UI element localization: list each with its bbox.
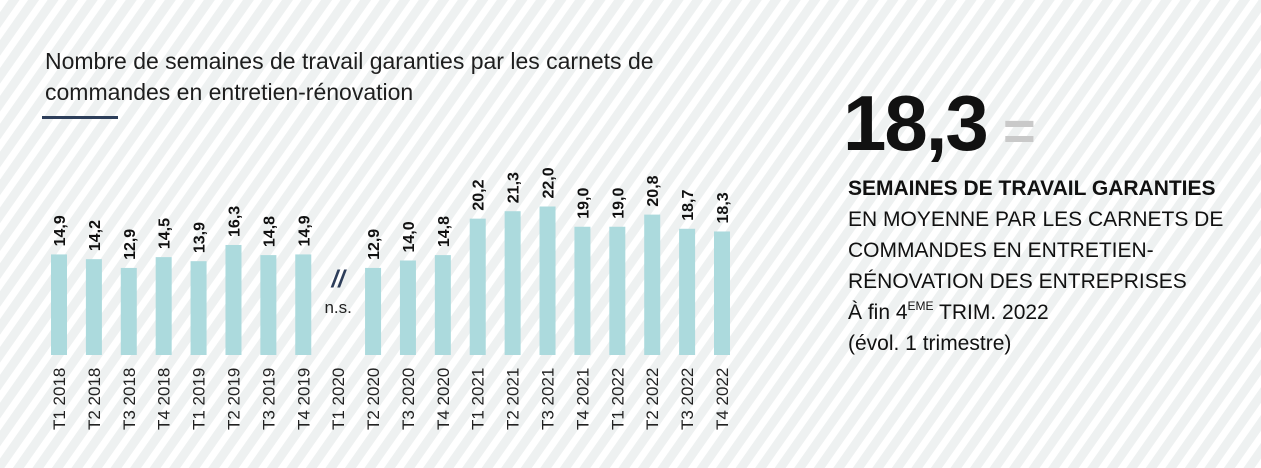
bar <box>574 226 591 355</box>
x-tick-label: T4 2022 <box>713 368 732 430</box>
kpi-date-sup: EME <box>907 299 934 313</box>
value-label: 14,9 <box>296 215 313 246</box>
title-rule <box>42 116 118 119</box>
value-label: 19,0 <box>610 188 627 219</box>
x-tick-label: T3 2019 <box>259 368 278 430</box>
value-label: 21,3 <box>506 172 523 203</box>
bar <box>644 214 661 355</box>
bar <box>120 267 137 355</box>
x-tick-label: T1 2018 <box>50 368 69 430</box>
annotation-text: n.s. <box>324 298 351 317</box>
x-tick-label: T3 2022 <box>678 368 697 430</box>
annotation-symbol: // <box>330 266 347 293</box>
value-label: 19,0 <box>575 188 592 219</box>
x-tick-label: T3 2018 <box>120 368 139 430</box>
bar <box>190 261 207 355</box>
value-label: 20,2 <box>471 179 488 210</box>
bar <box>225 244 242 355</box>
bar <box>51 254 67 355</box>
bar <box>260 255 277 355</box>
value-label: 13,9 <box>192 222 209 253</box>
value-label: 12,9 <box>122 229 139 260</box>
x-tick-label: T4 2019 <box>294 368 313 430</box>
kpi-desc: EN MOYENNE PAR LES CARNETS DE COMMANDES … <box>848 208 1224 293</box>
x-tick-label: T2 2021 <box>504 368 523 430</box>
x-tick-label: T2 2020 <box>364 368 383 430</box>
bar <box>365 267 382 355</box>
bar <box>469 218 486 355</box>
kpi-date: À fin 4 <box>848 301 908 324</box>
bar <box>609 226 626 355</box>
x-tick-label: T1 2022 <box>608 368 627 430</box>
kpi-value: 18,3 <box>843 79 989 167</box>
value-label: 18,3 <box>715 192 732 223</box>
chart-title: Nombre de semaines de travail garanties … <box>45 48 654 105</box>
value-label: 18,7 <box>680 190 697 221</box>
value-label: 20,8 <box>645 175 662 206</box>
bar <box>504 211 521 355</box>
x-tick-label: T1 2021 <box>469 368 488 430</box>
x-tick-label: T2 2018 <box>85 368 104 430</box>
x-tick-label: T2 2019 <box>224 368 243 430</box>
value-label: 16,3 <box>226 206 243 237</box>
bar <box>295 254 312 355</box>
bar <box>399 260 416 355</box>
bar <box>539 206 556 355</box>
kpi-trend: = <box>1003 99 1036 162</box>
kpi-bold: SEMAINES DE TRAVAIL GARANTIES <box>848 177 1216 200</box>
bar <box>155 257 172 355</box>
bar <box>679 228 696 355</box>
value-label: 14,9 <box>52 215 69 246</box>
x-tick-label: T4 2018 <box>155 368 174 430</box>
kpi-note: (évol. 1 trimestre) <box>848 332 1012 355</box>
kpi-text: SEMAINES DE TRAVAIL GARANTIES EN MOYENNE… <box>848 173 1240 359</box>
x-tick-label: T3 2021 <box>539 368 558 430</box>
value-label: 14,8 <box>261 216 278 247</box>
value-label: 22,0 <box>541 167 558 198</box>
value-label: 14,0 <box>401 221 418 252</box>
bar <box>85 259 102 355</box>
x-tick-label: T1 2020 <box>329 368 348 430</box>
bar <box>434 255 451 355</box>
x-tick-label: T4 2020 <box>434 368 453 430</box>
value-label: 14,2 <box>87 220 104 251</box>
x-tick-label: T1 2019 <box>190 368 209 430</box>
x-tick-label: T3 2020 <box>399 368 418 430</box>
x-tick-label: T4 2021 <box>573 368 592 430</box>
value-label: 14,8 <box>436 216 453 247</box>
x-tick-label: T2 2022 <box>643 368 662 430</box>
bar <box>714 231 730 355</box>
value-label: 12,9 <box>366 229 383 260</box>
value-label: 14,5 <box>157 218 174 249</box>
kpi-date-suffix: TRIM. 2022 <box>939 301 1049 324</box>
